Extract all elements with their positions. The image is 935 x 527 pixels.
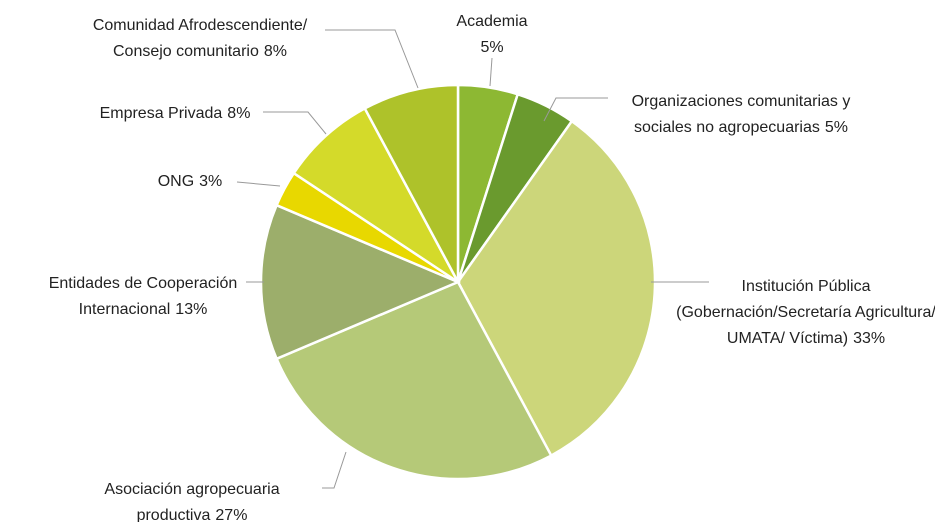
value-label: 5% [480, 39, 503, 56]
value-label: 8% [264, 43, 287, 60]
leader-line [322, 451, 347, 489]
label-line: Asociación agropecuaria [104, 481, 279, 498]
label-line: ONG [158, 173, 194, 190]
value-label: 27% [215, 507, 247, 522]
value-label: 3% [199, 173, 222, 190]
value-label: 33% [853, 330, 885, 347]
value-label: 5% [825, 119, 848, 136]
label-line: Entidades de Cooperación [49, 275, 238, 292]
slice-label: Comunidad Afrodescendiente/Consejo comun… [93, 17, 308, 60]
pie-slice [363, 83, 460, 283]
label-line: Consejo comunitario [113, 43, 259, 60]
slice-label: Institución Pública (Gobernación/Secretar… [676, 278, 935, 347]
label-line: Institución Pública [742, 278, 871, 295]
leader-line [543, 97, 608, 122]
label-line: Academia [456, 13, 527, 30]
label-line: Comunidad Afrodescendiente/ [93, 17, 308, 34]
slice-label: ONG 3% [158, 173, 223, 190]
slice-label: Entidades de Cooperación Internacional 13% [49, 275, 238, 318]
leader-line [325, 29, 419, 89]
slice-label: Organizaciones comunitarias y sociales no… [632, 93, 851, 136]
slice-label: Asociación agropecuaria productiva 27% [104, 481, 279, 522]
value-label: 13% [175, 301, 207, 318]
slice-label: Empresa Privada 8% [100, 105, 251, 122]
slice-label: Academia 5% [456, 13, 527, 56]
leader-line [489, 57, 493, 87]
label-line: UMATA/ Víctima) [727, 330, 848, 347]
label-line: Empresa Privada [100, 105, 223, 122]
value-label: 8% [227, 105, 250, 122]
leader-line [263, 111, 327, 135]
leader-line [236, 181, 281, 187]
pie-slice [292, 106, 460, 284]
label-line: (Gobernación/Secretaría Agricultura/ [676, 304, 935, 321]
label-line: Internacional [79, 301, 171, 318]
label-line: sociales no agropecuarias [634, 119, 820, 136]
label-line: Organizaciones comunitarias y [632, 93, 851, 110]
pie-slice [274, 280, 553, 481]
label-line: productiva [137, 507, 211, 522]
